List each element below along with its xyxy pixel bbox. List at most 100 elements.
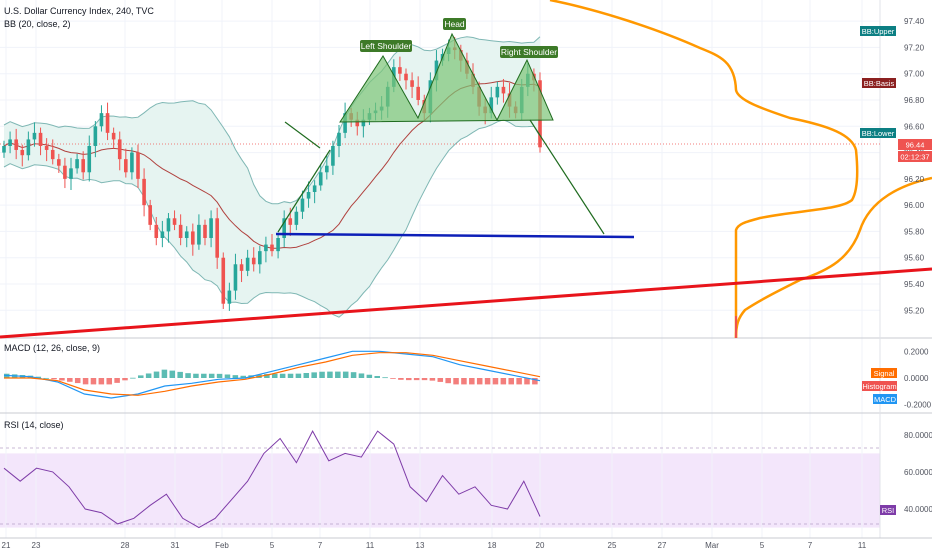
candle-body — [282, 218, 286, 238]
macd-histogram-bar — [342, 371, 349, 378]
rsi-badge: RSI — [880, 505, 896, 515]
candle-body — [99, 113, 104, 127]
candle-body — [8, 139, 12, 146]
svg-text:RSI: RSI — [882, 506, 895, 515]
candle-body — [124, 159, 128, 173]
macd-histogram-bar — [177, 371, 183, 378]
price-tick-label: 96.20 — [904, 175, 925, 184]
candle-body — [69, 168, 73, 179]
candle-body — [288, 218, 293, 225]
time-tick-label: 5 — [270, 541, 275, 550]
macd-indicator-title: MACD (12, 26, close, 9) — [4, 343, 100, 353]
rsi-tick-label: 40.0000 — [904, 505, 932, 514]
candle-body — [495, 86, 500, 98]
time-tick-label: 5 — [760, 541, 765, 550]
pattern-projection-line[interactable] — [529, 119, 605, 235]
candle-body — [404, 73, 408, 81]
candle-body — [81, 159, 85, 173]
macd-histogram-bar — [90, 378, 97, 385]
head-label: Head — [443, 18, 466, 30]
candle-body — [172, 218, 177, 225]
svg-text:Right Shoulder: Right Shoulder — [501, 47, 557, 57]
svg-text:96.44: 96.44 — [906, 141, 925, 150]
macd-histogram-bar — [193, 373, 199, 378]
svg-text:Head: Head — [444, 19, 465, 29]
candle-body — [233, 264, 238, 291]
price-tick-label: 95.40 — [904, 280, 925, 289]
candle-body — [2, 146, 6, 153]
time-tick-label: Feb — [215, 541, 229, 550]
time-axis[interactable]: 21 23 28 31 Feb 5 7 11 13 18 20 25 27 Mar 5 7 11 — [2, 541, 867, 550]
macd-histogram-bar — [82, 378, 89, 385]
price-tick-label: 97.40 — [904, 17, 925, 26]
candle-body — [14, 139, 18, 150]
bollinger-lower-line — [3, 119, 541, 318]
candle-body — [361, 119, 366, 127]
price-tick-label: 97.20 — [904, 43, 925, 52]
macd-histogram-bar — [232, 375, 239, 378]
time-tick-label: 28 — [121, 541, 130, 550]
rsi-band — [0, 453, 880, 528]
candle-body — [215, 218, 219, 258]
macd-histogram-bar — [264, 374, 270, 378]
macd-histogram-bar — [130, 377, 136, 379]
time-tick-label: 20 — [536, 541, 545, 550]
macd-histogram-bar — [208, 373, 215, 378]
rising-trendline[interactable] — [0, 267, 932, 339]
candle-body — [306, 192, 311, 199]
macd-histogram-bar — [335, 371, 341, 378]
bb-basis-badge: BB:Basis — [862, 78, 896, 88]
macd-histogram-bar — [311, 372, 317, 378]
svg-text:Histogram: Histogram — [862, 382, 896, 391]
candle-body — [312, 185, 317, 192]
candle-body — [75, 159, 79, 169]
macd-histogram-bar — [421, 378, 428, 381]
time-tick-label: 27 — [658, 541, 667, 550]
macd-histogram-bar — [390, 378, 396, 379]
candle-body — [203, 224, 207, 238]
macd-histogram-bar — [74, 378, 81, 384]
macd-histogram-bar — [516, 378, 522, 385]
candle-body — [398, 67, 402, 74]
candle-body — [44, 146, 49, 150]
candle-body — [111, 132, 116, 140]
time-tick-label: 23 — [32, 541, 41, 550]
macd-histogram-bar — [524, 378, 530, 385]
candle-body — [136, 152, 140, 179]
macd-histogram-bar — [216, 373, 223, 378]
bb-indicator-title: BB (20, close, 2) — [4, 19, 71, 29]
volume-profile-curve — [549, 0, 859, 338]
rsi-line — [3, 430, 541, 529]
time-tick-label: Mar — [705, 541, 719, 550]
macd-histogram-bar — [114, 378, 120, 383]
macd-histogram-bar — [138, 375, 144, 378]
candle-body — [154, 224, 159, 238]
price-tick-label: 97.00 — [904, 70, 925, 79]
price-axis[interactable]: 97.4097.2097.0096.8096.6096.4096.2096.00… — [904, 17, 932, 514]
candle-body — [318, 172, 323, 186]
candle-body — [294, 211, 299, 225]
macd-histogram-bar — [295, 373, 302, 378]
time-tick-label: 31 — [171, 541, 180, 550]
candle-body — [148, 205, 152, 225]
support-line[interactable] — [275, 232, 635, 239]
candle-body — [166, 218, 171, 232]
bb-upper-badge: BB:Upper — [860, 26, 896, 36]
svg-text:BB:Upper: BB:Upper — [862, 27, 895, 36]
price-tick-label: 95.60 — [904, 254, 925, 263]
macd-histogram-bar — [161, 369, 168, 378]
time-tick-label: 11 — [366, 541, 375, 550]
candle-body — [264, 244, 268, 252]
candle-body — [142, 178, 146, 206]
candle-body — [117, 139, 122, 160]
candle-body — [63, 165, 67, 179]
head-shoulders-pattern[interactable] — [339, 32, 554, 123]
candle-body — [258, 251, 262, 265]
macd-histogram-bar — [279, 373, 286, 378]
candle-body — [32, 132, 37, 140]
bb-lower-badge: BB:Lower — [860, 128, 896, 138]
macd-histogram-bar — [413, 378, 420, 381]
macd-histogram-bar — [453, 378, 459, 385]
macd-histogram-bar — [500, 378, 507, 385]
